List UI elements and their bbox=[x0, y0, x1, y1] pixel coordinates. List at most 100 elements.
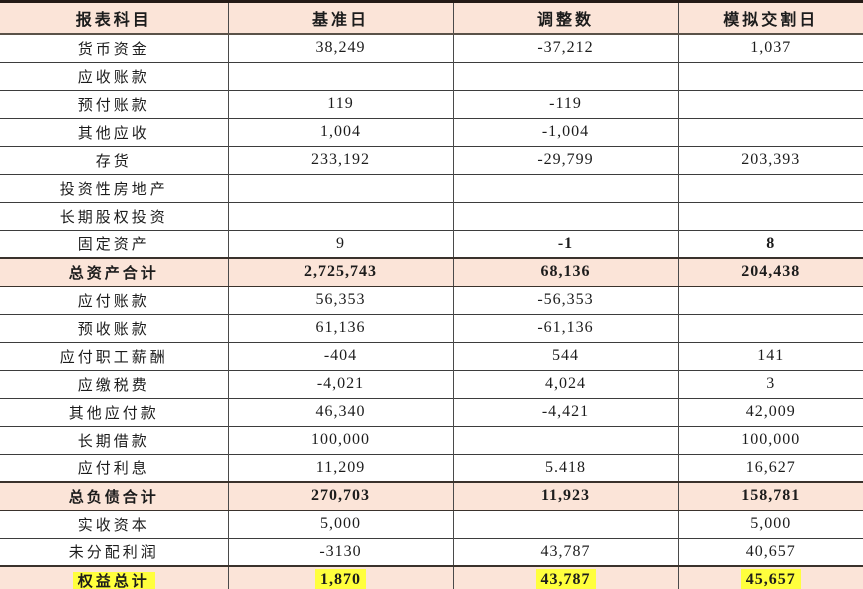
cell-value-text: 43,787 bbox=[535, 569, 596, 589]
base-value-cell: 1,870 bbox=[227, 565, 453, 589]
table-row: 应收账款 bbox=[0, 61, 863, 90]
cell-value-text: 100,000 bbox=[311, 431, 370, 448]
row-label-cell: 投资性房地产 bbox=[0, 173, 228, 202]
table-row: 存货 233,192 -29,799 203,393 bbox=[0, 145, 863, 174]
cell-value-text: 3 bbox=[766, 375, 776, 392]
table-row: 长期股权投资 bbox=[0, 201, 863, 230]
sim-delivery-value-cell bbox=[677, 201, 863, 230]
base-value-cell: 5,000 bbox=[227, 509, 453, 538]
cell-value-text: 141 bbox=[757, 347, 785, 364]
cell-value-text: 1,004 bbox=[320, 123, 361, 140]
row-label-text: 应付职工薪酬 bbox=[59, 349, 168, 366]
cell-value-text: 204,438 bbox=[741, 263, 801, 281]
row-label-cell: 货币资金 bbox=[0, 33, 228, 62]
row-label-cell: 长期借款 bbox=[0, 425, 228, 454]
col-header-base-date: 基准日 bbox=[227, 1, 453, 35]
cell-value-text: 119 bbox=[327, 95, 354, 112]
cell-value-text: -1,004 bbox=[541, 123, 590, 140]
base-value-cell: 61,136 bbox=[227, 313, 453, 342]
table-row: 应缴税费 -4,021 4,024 3 bbox=[0, 369, 863, 398]
cell-value-text: 8 bbox=[766, 234, 776, 252]
adjustment-value-cell: -1 bbox=[452, 229, 678, 258]
base-value-cell: 1,004 bbox=[227, 117, 453, 146]
cell-value-text: 9 bbox=[336, 234, 345, 252]
row-label-text: 固定资产 bbox=[77, 237, 150, 254]
row-label-cell: 预收账款 bbox=[0, 313, 228, 342]
adjustment-value-cell: -119 bbox=[452, 89, 678, 118]
row-label-cell: 应付账款 bbox=[0, 285, 228, 314]
adjustment-value-cell: -4,421 bbox=[452, 397, 678, 426]
base-value-cell: 46,340 bbox=[227, 397, 453, 426]
adjustment-value-cell: 68,136 bbox=[452, 257, 678, 287]
cell-value-text: 43,787 bbox=[540, 542, 591, 560]
cell-value-text: 45,657 bbox=[740, 569, 801, 589]
table-body: 货币资金 38,249 -37,212 1,037 应收账款 预付账款 119 -119 其他应… bbox=[0, 33, 863, 589]
base-value-cell: 270,703 bbox=[227, 481, 453, 511]
cell-value-text: 158,781 bbox=[741, 487, 801, 505]
sim-delivery-value-cell bbox=[677, 89, 863, 118]
sim-delivery-value-cell bbox=[677, 173, 863, 202]
table-row: 货币资金 38,249 -37,212 1,037 bbox=[0, 33, 863, 62]
table-row: 投资性房地产 bbox=[0, 173, 863, 202]
adjustment-value-cell: -37,212 bbox=[452, 33, 678, 62]
cell-value-text: 11,209 bbox=[315, 458, 366, 476]
row-label-text: 应缴税费 bbox=[77, 377, 150, 394]
table-row: 其他应付款 46,340 -4,421 42,009 bbox=[0, 397, 863, 426]
col-header-subject: 报表科目 bbox=[0, 1, 228, 35]
sim-delivery-value-cell: 1,037 bbox=[677, 33, 863, 62]
adjustment-value-cell: 11,923 bbox=[452, 481, 678, 511]
table-row: 预付账款 119 -119 bbox=[0, 89, 863, 118]
adjustment-value-cell bbox=[452, 425, 678, 454]
table-row: 权益总计 1,870 43,787 45,657 bbox=[0, 565, 863, 589]
base-value-cell: 100,000 bbox=[227, 425, 453, 454]
adjustment-value-cell bbox=[452, 61, 678, 90]
base-value-cell bbox=[227, 173, 453, 202]
row-label-cell: 总资产合计 bbox=[0, 257, 228, 287]
adjustment-value-cell: -29,799 bbox=[452, 145, 678, 174]
adjustment-value-cell bbox=[452, 509, 678, 538]
row-label-cell: 其他应付款 bbox=[0, 397, 228, 426]
row-label-text: 货币资金 bbox=[77, 41, 150, 58]
table-row: 其他应收 1,004 -1,004 bbox=[0, 117, 863, 146]
row-label-text: 应付账款 bbox=[77, 293, 150, 310]
row-label-cell: 固定资产 bbox=[0, 229, 228, 258]
base-value-cell: 2,725,743 bbox=[227, 257, 453, 287]
adjustment-value-cell: 544 bbox=[452, 341, 678, 370]
adjustment-value-cell: -1,004 bbox=[452, 117, 678, 146]
cell-value-text: -404 bbox=[323, 347, 358, 364]
row-label-cell: 应收账款 bbox=[0, 61, 228, 90]
row-label-cell: 权益总计 bbox=[0, 565, 228, 589]
table-row: 应付账款 56,353 -56,353 bbox=[0, 285, 863, 314]
table-row: 未分配利润 -3130 43,787 40,657 bbox=[0, 537, 863, 566]
cell-value-text: 4,024 bbox=[545, 375, 586, 392]
sim-delivery-value-cell bbox=[677, 285, 863, 314]
cell-value-text: -4,021 bbox=[316, 375, 365, 392]
table-row: 总负债合计 270,703 11,923 158,781 bbox=[0, 481, 863, 511]
row-label-text: 其他应收 bbox=[77, 125, 150, 142]
row-label-cell: 其他应收 bbox=[0, 117, 228, 146]
cell-value-text: -1 bbox=[557, 234, 574, 252]
cell-value-text: 5,000 bbox=[750, 515, 792, 532]
row-label-cell: 实收资本 bbox=[0, 509, 228, 538]
adjustment-value-cell: 43,787 bbox=[452, 537, 678, 566]
base-value-cell: 11,209 bbox=[227, 453, 453, 482]
base-value-cell: 9 bbox=[227, 229, 453, 258]
base-value-cell: 56,353 bbox=[227, 285, 453, 314]
cell-value-text: 2,725,743 bbox=[304, 263, 377, 281]
cell-value-text: 46,340 bbox=[315, 403, 366, 420]
adjustment-value-cell bbox=[452, 173, 678, 202]
adjustment-value-cell: -61,136 bbox=[452, 313, 678, 342]
row-label-cell: 长期股权投资 bbox=[0, 201, 228, 230]
row-label-text: 长期借款 bbox=[77, 433, 150, 450]
table-row: 预收账款 61,136 -61,136 bbox=[0, 313, 863, 342]
row-label-text: 总资产合计 bbox=[68, 265, 159, 282]
sim-delivery-value-cell: 5,000 bbox=[677, 509, 863, 538]
sim-delivery-value-cell: 100,000 bbox=[677, 425, 863, 454]
table-row: 实收资本 5,000 5,000 bbox=[0, 509, 863, 538]
cell-value-text: 233,192 bbox=[311, 151, 370, 168]
row-label-cell: 应付职工薪酬 bbox=[0, 341, 228, 370]
sim-delivery-value-cell: 204,438 bbox=[677, 257, 863, 287]
row-label-text: 权益总计 bbox=[72, 571, 155, 589]
cell-value-text: 40,657 bbox=[745, 542, 796, 560]
